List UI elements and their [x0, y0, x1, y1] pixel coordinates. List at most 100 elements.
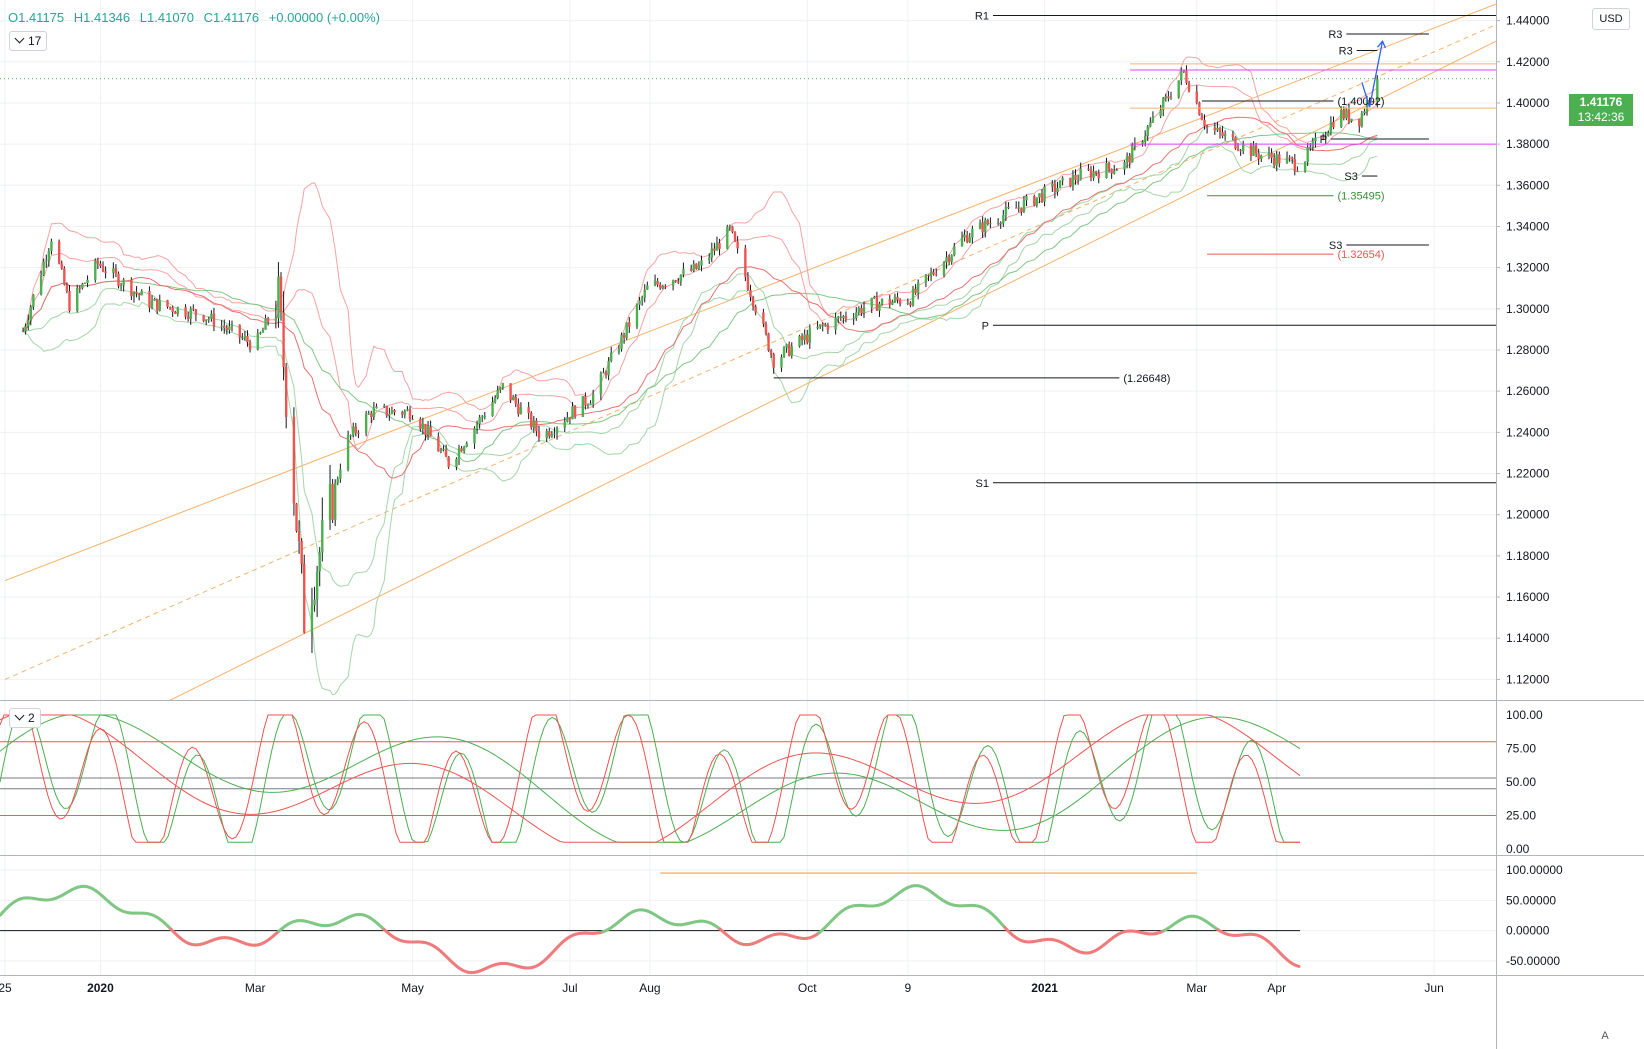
candle-body: [803, 334, 806, 341]
candle-body: [1151, 116, 1155, 123]
candle-body: [659, 284, 662, 289]
candle-body: [230, 324, 234, 327]
candle-body: [1216, 128, 1219, 131]
forecast-path: [1361, 41, 1384, 108]
candle-body: [261, 329, 265, 333]
candle-body: [963, 234, 966, 238]
time-tick-label: 2021: [1031, 981, 1058, 995]
candle-body: [437, 436, 440, 452]
candle-body: [751, 297, 755, 307]
candle-body: [1329, 121, 1333, 133]
candle-body: [1087, 168, 1090, 170]
candle-body: [421, 423, 425, 429]
candle-body: [1164, 96, 1168, 99]
candle-body: [599, 373, 603, 395]
candle-body: [713, 248, 716, 251]
candle-body: [158, 300, 161, 311]
candle-body: [47, 250, 51, 261]
currency-button[interactable]: USD: [1592, 8, 1630, 30]
indicator-toggle-main[interactable]: 17: [9, 31, 48, 51]
candle-body: [780, 356, 783, 368]
candle-body: [1123, 162, 1126, 170]
candle-body: [530, 413, 533, 428]
candle-body: [947, 257, 951, 262]
candle-body: [749, 289, 752, 298]
candle-body: [584, 396, 587, 406]
candle-body: [493, 397, 497, 403]
candle-body: [1089, 169, 1093, 178]
price-tick-label: 1.30000: [1506, 302, 1550, 316]
candle-body: [1079, 168, 1082, 180]
indicator-toggle-stoch[interactable]: 2: [9, 708, 41, 728]
candle-body: [679, 274, 683, 282]
candle-body: [114, 268, 118, 274]
candle-body: [202, 315, 205, 322]
candle-body: [1324, 136, 1327, 139]
candle-body: [194, 309, 198, 316]
candle-body: [736, 241, 739, 249]
candle-body: [509, 383, 512, 401]
candle-body: [700, 260, 703, 266]
candle-body: [855, 312, 858, 319]
candle-body: [1187, 82, 1191, 92]
candle-body: [174, 311, 177, 314]
candle-body: [1035, 197, 1039, 206]
candle-body: [478, 417, 481, 424]
candle-body: [238, 324, 241, 338]
candle-body: [888, 298, 891, 305]
candle-body: [697, 265, 701, 269]
candle-body: [1162, 98, 1165, 111]
channel-line: [4, 24, 1496, 680]
candle-body: [401, 412, 404, 415]
candle-body: [1223, 134, 1227, 137]
candle-body: [986, 220, 990, 225]
candle-body: [1231, 134, 1235, 138]
candle-body: [1043, 186, 1046, 202]
candle-body: [511, 396, 515, 401]
candle-body: [535, 420, 538, 432]
candle-body: [150, 300, 154, 308]
auto-scale-button[interactable]: A: [1601, 1030, 1609, 1042]
candle-body: [553, 433, 556, 435]
stoch-tick-label: 0.00: [1506, 842, 1530, 856]
chevron-down-icon: [14, 33, 25, 44]
close-value: C1.41176: [203, 10, 260, 25]
candle-body: [277, 276, 280, 319]
candle-body: [112, 268, 115, 273]
candle-body: [189, 308, 192, 319]
price-tick-label: 1.28000: [1506, 343, 1550, 357]
candle-body: [318, 552, 321, 572]
candle-body: [1345, 109, 1348, 119]
candle-body: [207, 318, 210, 320]
candle-body: [1143, 135, 1147, 142]
candle-body: [772, 354, 775, 368]
candle-body: [346, 435, 350, 470]
candle-body: [1053, 183, 1057, 192]
candle-body: [911, 288, 915, 306]
candle-body: [491, 402, 494, 417]
candle-body: [602, 372, 605, 374]
candle-body: [101, 266, 105, 272]
candle-body: [1017, 207, 1020, 209]
candle-body: [1285, 157, 1289, 164]
candle-body: [695, 263, 698, 269]
candle-body: [893, 296, 897, 302]
candle-body: [837, 316, 840, 318]
osc-tick-label: -50.00000: [1506, 954, 1560, 968]
candle-body: [715, 242, 719, 251]
candle-body: [1025, 196, 1028, 201]
candle-body: [1200, 114, 1204, 120]
candle-body: [566, 417, 569, 422]
candle-body: [643, 289, 646, 298]
candle-body: [870, 297, 873, 308]
candle-body: [315, 571, 319, 600]
candle-body: [787, 344, 791, 356]
candle-body: [303, 563, 306, 633]
candle-body: [1185, 70, 1188, 83]
candle-body: [514, 396, 517, 404]
candle-body: [1272, 157, 1276, 166]
candle-body: [455, 458, 458, 468]
candle-body: [1169, 97, 1173, 99]
candle-body: [573, 406, 577, 417]
